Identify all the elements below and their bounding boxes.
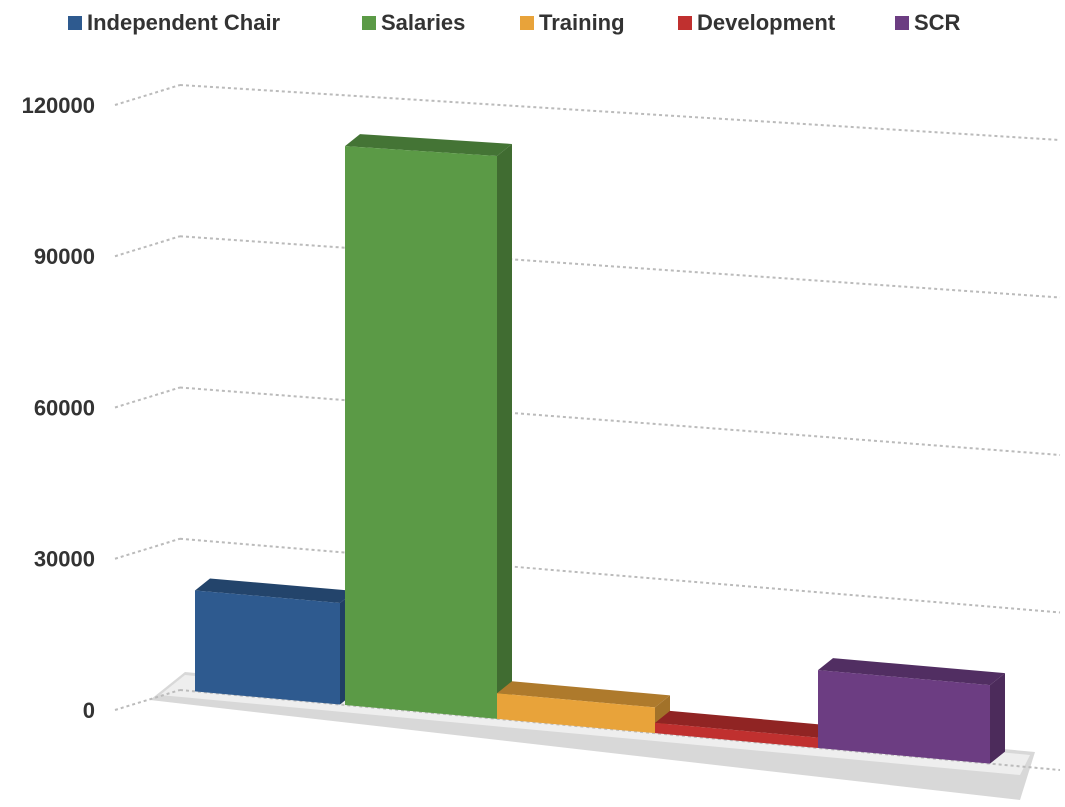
y-tick-label: 30000: [34, 547, 95, 572]
bar: [195, 590, 340, 705]
bar: [497, 693, 655, 734]
legend-label: Development: [697, 10, 836, 35]
grid-line: [114, 84, 181, 106]
legend-swatch: [520, 16, 534, 30]
y-tick-label: 90000: [34, 244, 95, 269]
bar-top: [195, 578, 355, 603]
legend-label: Independent Chair: [87, 10, 281, 35]
y-tick-label: 60000: [34, 395, 95, 420]
bar-top: [655, 710, 833, 738]
legend-swatch: [895, 16, 909, 30]
grid-line: [114, 537, 181, 560]
grid-line: [179, 84, 1061, 141]
grid-line: [179, 235, 1061, 299]
legend-swatch: [678, 16, 692, 30]
bar-top: [497, 681, 670, 708]
grid-line: [114, 235, 181, 258]
bar-top: [818, 658, 1005, 686]
y-tick-label: 120000: [22, 93, 95, 118]
y-tick-label: 0: [83, 698, 95, 723]
grid-line: [114, 386, 181, 409]
bar-top: [345, 134, 512, 156]
bar: [818, 670, 990, 764]
grid-line: [179, 386, 1061, 456]
bar: [345, 146, 497, 719]
legend-label: SCR: [914, 10, 961, 35]
legend-label: Salaries: [381, 10, 465, 35]
legend-label: Training: [539, 10, 625, 35]
bar-side: [497, 143, 512, 719]
legend-swatch: [362, 16, 376, 30]
bar-side: [990, 673, 1005, 764]
bar: [655, 722, 818, 748]
grid-line: [114, 689, 181, 711]
legend-swatch: [68, 16, 82, 30]
